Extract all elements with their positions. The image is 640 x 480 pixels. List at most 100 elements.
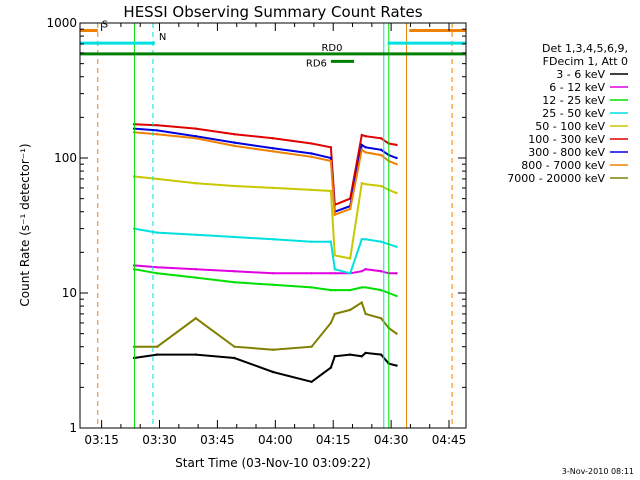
data-point-12-25-kev	[156, 272, 159, 275]
y-axis-label: Count Rate (s⁻¹ detector⁻¹)	[18, 143, 32, 306]
series-line-3-6-kev	[133, 351, 397, 383]
data-point-12-25-kev	[360, 286, 363, 289]
x-tick-label: 03:15	[84, 433, 119, 447]
marker-layer	[97, 23, 453, 428]
data-point-25-50-kev	[379, 240, 383, 243]
legend: Det 1,3,4,5,6,9, FDecim 1, Att 0 3 - 6 k…	[507, 42, 628, 185]
data-point-50-100-kev	[271, 186, 275, 190]
data-point-6-12-kev	[395, 272, 398, 275]
data-point-800-7000-kev	[271, 150, 275, 153]
data-point-300-800-kev	[156, 129, 159, 132]
chart-title: HESSI Observing Summary Count Rates	[123, 3, 422, 21]
axis-ticks: 03:15 03:30 03:45 04:00 04:15 04:30 04:45 1 10 10…	[46, 16, 466, 447]
series-line-25-50-kev	[133, 227, 397, 275]
data-point-25-50-kev	[233, 235, 236, 239]
data-point-7000-20000-kev	[329, 321, 333, 325]
data-point-300-800-kev	[194, 135, 197, 138]
data-point-50-100-kev	[395, 191, 398, 195]
data-point-12-25-kev	[271, 283, 275, 287]
data-point-50-100-kev	[233, 184, 236, 188]
data-point-800-7000-kev	[333, 213, 336, 216]
data-point-50-100-kev	[360, 182, 363, 185]
flag-label-n: N	[159, 32, 166, 43]
data-point-6-12-kev	[310, 272, 313, 275]
x-tick-label: 04:00	[258, 433, 293, 447]
data-point-800-7000-kev	[156, 133, 159, 136]
data-point-100-300-kev	[156, 123, 159, 127]
data-point-100-300-kev	[233, 133, 236, 136]
flag-label-rd6: RD6	[306, 58, 327, 69]
data-point-50-100-kev	[379, 184, 383, 188]
data-point-12-25-kev	[364, 286, 367, 289]
data-point-7000-20000-kev	[310, 345, 313, 348]
data-point-7000-20000-kev	[233, 345, 236, 348]
data-point-12-25-kev	[395, 294, 398, 298]
data-point-50-100-kev	[333, 254, 336, 257]
series-layer	[132, 122, 398, 383]
data-point-100-300-kev	[364, 135, 367, 138]
legend-label-6-12-kev: 6 - 12 keV	[549, 81, 605, 94]
y-tick-label: 1	[69, 421, 77, 435]
data-point-100-300-kev	[360, 133, 363, 137]
data-point-100-300-kev	[310, 142, 313, 145]
x-tick-label: 04:15	[316, 433, 351, 447]
legend-header-line-2: FDecim 1, Att 0	[543, 55, 628, 68]
data-point-12-25-kev	[333, 288, 336, 292]
legend-label-800-7000-kev: 800 - 7000 keV	[521, 159, 605, 172]
data-point-6-12-kev	[194, 268, 197, 271]
legend-header-line-1: Det 1,3,4,5,6,9,	[542, 42, 628, 55]
data-point-7000-20000-kev	[379, 317, 383, 320]
series-line-50-100-kev	[133, 175, 397, 260]
series-line-7000-20000-kev	[134, 300, 398, 351]
data-point-6-12-kev	[360, 270, 363, 273]
data-point-100-300-kev	[271, 137, 275, 140]
data-point-7000-20000-kev	[194, 317, 197, 320]
data-point-6-12-kev	[364, 268, 367, 271]
data-point-3-6-kev	[333, 355, 336, 358]
data-point-25-50-kev	[156, 231, 159, 234]
data-point-12-25-kev	[329, 288, 333, 292]
legend-label-25-50-kev: 25 - 50 keV	[542, 107, 605, 120]
x-tick-label: 04:30	[374, 433, 409, 447]
flag-layer: S N RD0 RD6	[80, 19, 466, 69]
data-point-50-100-kev	[329, 189, 333, 193]
data-point-12-25-kev	[379, 288, 383, 292]
data-point-800-7000-kev	[379, 153, 383, 157]
data-point-25-50-kev	[333, 268, 336, 271]
data-point-3-6-kev	[310, 380, 313, 383]
data-point-12-25-kev	[310, 286, 313, 289]
data-point-50-100-kev	[310, 188, 313, 192]
data-point-25-50-kev	[349, 272, 352, 275]
data-point-300-800-kev	[364, 146, 367, 149]
data-point-7000-20000-kev	[271, 348, 275, 351]
data-point-800-7000-kev	[360, 148, 363, 152]
legend-label-7000-20000-kev: 7000 - 20000 keV	[507, 172, 605, 185]
data-point-7000-20000-kev	[333, 312, 336, 316]
generated-timestamp: 3-Nov-2010 08:11	[562, 467, 634, 476]
data-point-25-50-kev	[329, 240, 333, 243]
y-tick-label: 1000	[46, 16, 77, 30]
data-point-100-300-kev	[395, 143, 398, 147]
data-point-300-800-kev	[379, 148, 383, 152]
data-point-3-6-kev	[233, 356, 236, 360]
legend-label-100-300-kev: 100 - 300 keV	[528, 133, 605, 146]
data-point-100-300-kev	[329, 146, 333, 149]
data-point-300-800-kev	[395, 156, 398, 160]
flag-label-rd0: RD0	[321, 43, 342, 54]
data-point-6-12-kev	[156, 266, 159, 269]
data-point-7000-20000-kev	[349, 308, 352, 312]
series-line-12-25-kev	[133, 268, 397, 297]
data-point-6-12-kev	[333, 272, 336, 275]
data-point-800-7000-kev	[395, 162, 398, 166]
data-point-3-6-kev	[395, 364, 398, 367]
data-point-100-300-kev	[379, 137, 383, 140]
legend-label-300-800-kev: 300 - 800 keV	[528, 146, 605, 159]
legend-label-3-6-kev: 3 - 6 keV	[556, 68, 605, 81]
data-point-300-800-kev	[329, 156, 333, 160]
x-axis-label: Start Time (03-Nov-10 03:09:22)	[175, 456, 371, 470]
data-point-3-6-kev	[364, 351, 367, 355]
data-point-3-6-kev	[379, 353, 383, 356]
data-point-3-6-kev	[194, 353, 197, 356]
series-line-6-12-kev	[133, 264, 397, 275]
